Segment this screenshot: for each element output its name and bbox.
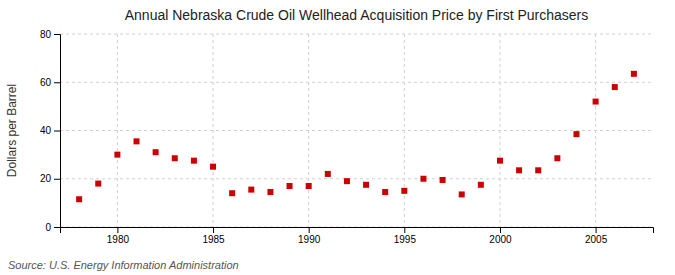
point	[401, 188, 407, 194]
y-tick-label: 20	[40, 173, 52, 184]
grid	[60, 34, 653, 227]
point	[267, 189, 273, 195]
y-tick-mark	[54, 227, 60, 228]
x-tick-label: 2000	[489, 234, 512, 245]
point	[306, 183, 312, 189]
point	[172, 155, 178, 161]
y-tick-mark	[54, 34, 60, 35]
point	[210, 164, 216, 170]
y-tick: 60	[40, 77, 60, 88]
point	[382, 189, 388, 195]
y-tick: 0	[45, 222, 60, 233]
point	[76, 196, 82, 202]
x-axis: 1980 1985 1990 1995 2000 2005	[61, 227, 654, 245]
x-tick-mark	[213, 227, 214, 233]
x-tick: 1980	[107, 227, 130, 245]
x-tick: 2000	[489, 227, 512, 245]
x-tick: 1990	[298, 227, 321, 245]
point	[191, 158, 197, 164]
point	[114, 152, 120, 158]
annotation: Source: U.S. Energy Information Administ…	[8, 259, 239, 271]
chart: 1980 1985 1990 1995 2000 2005 0 20 40 60 80 Annual …	[0, 0, 675, 275]
x-tick-mark	[596, 227, 597, 233]
y-tick-mark	[54, 179, 60, 180]
x-axis-line	[61, 228, 654, 234]
y-tick-mark	[54, 131, 60, 132]
point	[363, 182, 369, 188]
point	[153, 149, 159, 155]
title: Annual Nebraska Crude Oil Wellhead Acqui…	[125, 7, 589, 23]
point	[516, 167, 522, 173]
x-tick-label: 1985	[202, 234, 225, 245]
y-tick: 80	[40, 29, 60, 40]
x-tick-label: 1980	[107, 234, 130, 245]
point	[535, 167, 541, 173]
point	[440, 177, 446, 183]
y-tick-mark	[54, 82, 60, 83]
x-tick: 1995	[394, 227, 417, 245]
point	[287, 183, 293, 189]
x-tick-mark	[309, 227, 310, 233]
point	[325, 171, 331, 177]
y-grid-line	[60, 178, 653, 179]
point	[229, 190, 235, 196]
point	[95, 181, 101, 187]
x-tick-mark	[404, 227, 405, 233]
point	[554, 155, 560, 161]
point	[631, 71, 637, 77]
x-tick-mark	[117, 227, 118, 233]
x-tick-label: 1995	[394, 234, 417, 245]
y-grid-line	[60, 130, 653, 131]
point	[248, 187, 254, 193]
point	[593, 99, 599, 105]
point	[420, 176, 426, 182]
y-axis-line	[54, 35, 61, 228]
y-tick: 20	[40, 173, 60, 184]
point	[573, 131, 579, 137]
y-axis-title: Dollars per Barrel	[5, 84, 19, 177]
y-tick-label: 40	[40, 125, 52, 136]
y-tick-label: 60	[40, 77, 52, 88]
point	[459, 191, 465, 197]
y-axis: 0 20 40 60 80	[40, 29, 61, 233]
x-tick: 1985	[202, 227, 225, 245]
y-grid-line	[60, 34, 653, 35]
y-tick-label: 80	[40, 29, 52, 40]
point	[612, 84, 618, 90]
point	[344, 178, 350, 184]
point	[497, 158, 503, 164]
y-tick: 40	[40, 125, 60, 136]
x-tick-label: 2005	[585, 234, 608, 245]
y-tick-label: 0	[45, 222, 51, 233]
x-tick-mark	[500, 227, 501, 233]
point	[478, 182, 484, 188]
point	[134, 138, 140, 144]
y-grid-line	[60, 82, 653, 83]
points	[76, 71, 637, 202]
x-tick-label: 1990	[298, 234, 321, 245]
x-grid-line	[117, 34, 118, 227]
x-tick: 2005	[585, 227, 608, 245]
